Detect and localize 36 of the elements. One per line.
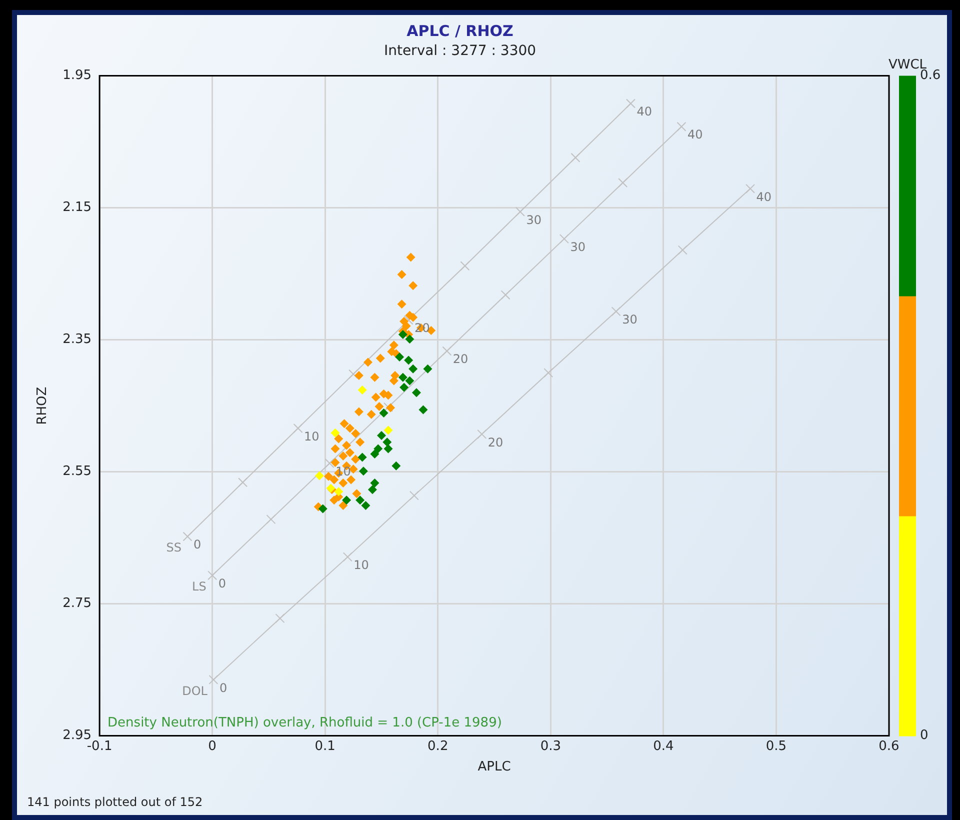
y-tick-label: 2.15	[62, 200, 92, 216]
x-tick-label: 0.6	[878, 738, 900, 754]
x-tick-label: 0.4	[653, 738, 674, 754]
annotation: Density Neutron(TNPH) overlay, Rhofluid = 1.0 (CP-1e 1989)	[108, 716, 502, 731]
annotation: 10	[354, 558, 369, 572]
annotation: 20	[488, 435, 504, 450]
annotation: 0	[219, 680, 228, 695]
y-tick-label: 2.75	[62, 596, 92, 612]
annotation: 10	[304, 429, 320, 444]
annotation: 40	[687, 128, 703, 142]
annotation: 40	[756, 190, 772, 204]
y-axis-title: RHOZ	[35, 386, 50, 425]
x-tick-label: 0.2	[428, 738, 448, 754]
y-tick-label: 1.95	[62, 68, 92, 84]
annotation: 30	[622, 312, 638, 327]
y-tick-label: 2.55	[62, 464, 92, 480]
chart-subtitle: Interval : 3277 : 3300	[384, 43, 536, 60]
series-label: LS	[192, 580, 206, 594]
x-tick-label: 0.1	[314, 738, 336, 754]
annotation: 0	[194, 538, 202, 552]
color-bar-label: 0	[920, 728, 928, 744]
y-tick-label: 2.35	[62, 332, 92, 348]
chart-title: APLC / RHOZ	[406, 22, 514, 40]
annotation: 20	[452, 352, 468, 366]
annotation: 20	[414, 321, 430, 336]
x-tick-label: 0.3	[540, 738, 562, 754]
annotation: 30	[570, 240, 586, 254]
x-tick-label: 0.5	[766, 738, 787, 754]
text: 141 points plotted out of 152	[27, 795, 203, 810]
series-label: DOL	[182, 684, 208, 698]
x-axis-title: APLC	[478, 760, 511, 775]
annotation: 0	[218, 576, 226, 591]
annotation: 40	[636, 104, 652, 119]
annotation: 30	[526, 212, 542, 227]
series-label: SS	[166, 540, 182, 555]
x-tick-label: 0	[208, 738, 216, 754]
